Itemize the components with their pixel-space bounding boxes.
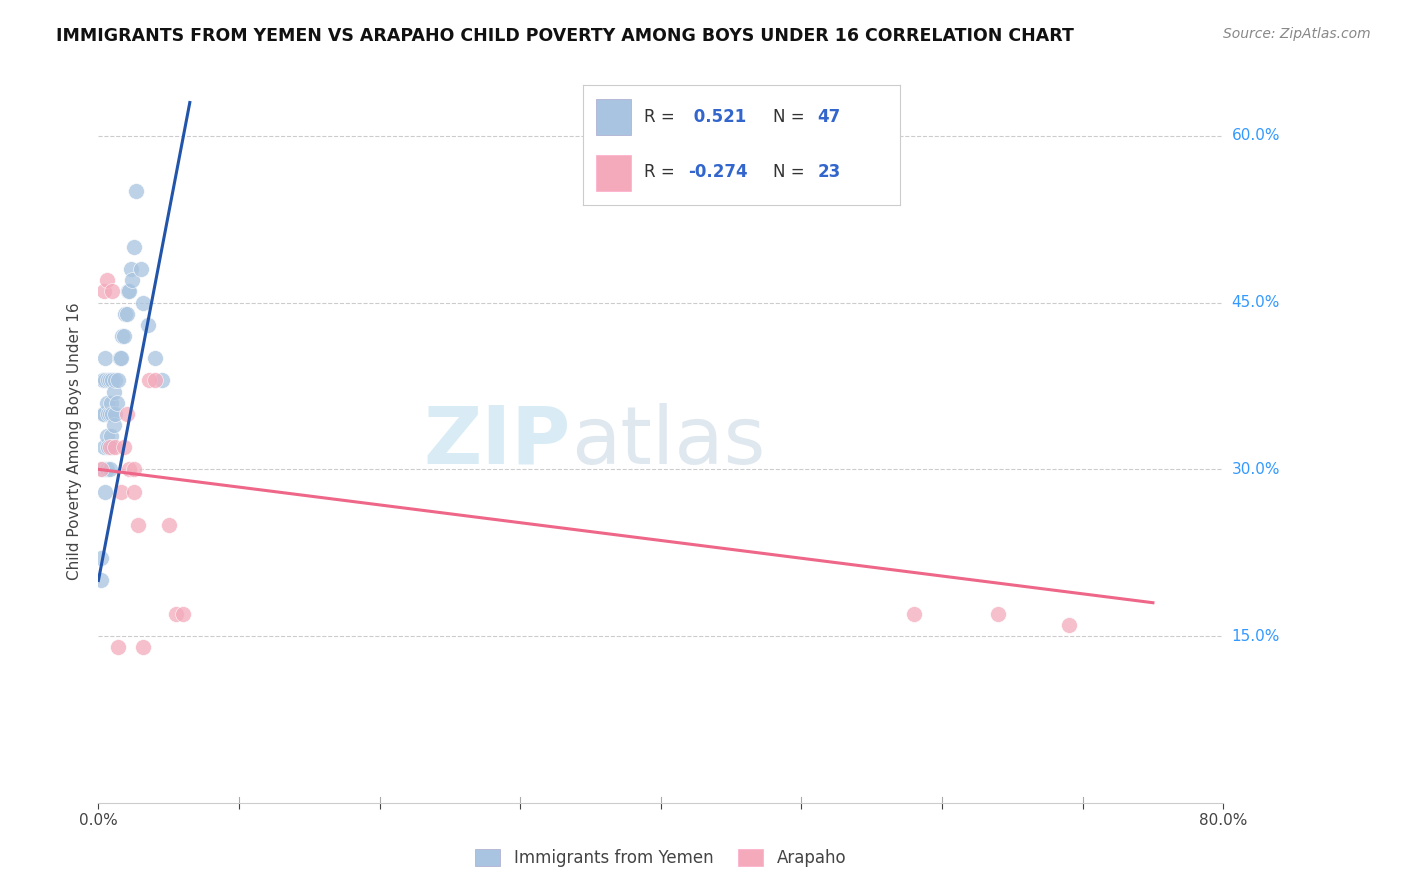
Text: ZIP: ZIP: [423, 402, 571, 481]
Point: [100, 395, 122, 409]
Text: R =: R =: [644, 163, 679, 181]
Point: [111, 329, 134, 343]
Point: [90, 551, 112, 566]
Text: 30.0%: 30.0%: [1232, 462, 1279, 477]
Point: [143, 351, 166, 366]
Point: [94, 351, 117, 366]
Text: -0.274: -0.274: [688, 163, 748, 181]
Point: [100, 429, 122, 443]
Point: [98, 373, 121, 387]
Text: 60.0%: 60.0%: [1232, 128, 1279, 144]
Point: [903, 607, 925, 621]
Point: [90, 574, 112, 588]
Point: [101, 407, 124, 421]
Point: [138, 373, 160, 387]
Point: [93, 407, 115, 421]
Point: [110, 351, 132, 366]
Text: 47: 47: [818, 108, 841, 126]
Point: [96, 462, 118, 476]
Text: N =: N =: [773, 163, 810, 181]
Point: [150, 373, 173, 387]
Point: [132, 295, 155, 310]
FancyBboxPatch shape: [596, 154, 631, 191]
FancyBboxPatch shape: [596, 99, 631, 136]
Point: [172, 607, 194, 621]
Point: [107, 373, 129, 387]
Point: [90, 462, 112, 476]
Point: [98, 407, 121, 421]
Point: [101, 373, 124, 387]
Point: [987, 607, 1010, 621]
Point: [143, 373, 166, 387]
Point: [94, 373, 117, 387]
Text: atlas: atlas: [571, 402, 765, 481]
Point: [112, 440, 135, 454]
Point: [136, 318, 159, 332]
Point: [120, 262, 142, 277]
Point: [129, 262, 152, 277]
Point: [122, 462, 145, 476]
Point: [101, 285, 124, 299]
Point: [96, 273, 118, 287]
Text: 45.0%: 45.0%: [1232, 295, 1279, 310]
Point: [121, 273, 143, 287]
Point: [105, 395, 128, 409]
Point: [97, 373, 120, 387]
Point: [108, 351, 131, 366]
Point: [97, 440, 120, 454]
Point: [103, 417, 125, 432]
Point: [107, 640, 129, 655]
Point: [127, 517, 149, 532]
Point: [114, 307, 136, 321]
Text: IMMIGRANTS FROM YEMEN VS ARAPAHO CHILD POVERTY AMONG BOYS UNDER 16 CORRELATION C: IMMIGRANTS FROM YEMEN VS ARAPAHO CHILD P…: [56, 27, 1074, 45]
Point: [165, 607, 187, 621]
Point: [118, 462, 141, 476]
Point: [157, 517, 180, 532]
Point: [101, 440, 124, 454]
Text: 0.521: 0.521: [688, 108, 747, 126]
Point: [122, 240, 145, 254]
Point: [93, 285, 115, 299]
Point: [103, 384, 125, 399]
Point: [115, 307, 138, 321]
Point: [94, 484, 117, 499]
Point: [91, 407, 114, 421]
Point: [96, 429, 118, 443]
Point: [1057, 618, 1080, 632]
Point: [112, 329, 135, 343]
Point: [104, 373, 127, 387]
Point: [98, 440, 121, 454]
Point: [98, 462, 121, 476]
Y-axis label: Child Poverty Among Boys Under 16: Child Poverty Among Boys Under 16: [67, 302, 83, 581]
Text: 23: 23: [818, 163, 841, 181]
Text: 15.0%: 15.0%: [1232, 629, 1279, 643]
Text: R =: R =: [644, 108, 679, 126]
Text: N =: N =: [773, 108, 810, 126]
Point: [91, 462, 114, 476]
Point: [93, 440, 115, 454]
Point: [104, 440, 127, 454]
Point: [118, 285, 141, 299]
Legend: Immigrants from Yemen, Arapaho: Immigrants from Yemen, Arapaho: [468, 842, 853, 874]
Text: Source: ZipAtlas.com: Source: ZipAtlas.com: [1223, 27, 1371, 41]
Point: [122, 484, 145, 499]
Point: [97, 407, 120, 421]
Point: [91, 373, 114, 387]
Point: [117, 285, 139, 299]
Point: [110, 484, 132, 499]
Point: [125, 185, 148, 199]
Point: [115, 407, 138, 421]
Point: [132, 640, 155, 655]
Point: [96, 395, 118, 409]
Point: [104, 407, 127, 421]
